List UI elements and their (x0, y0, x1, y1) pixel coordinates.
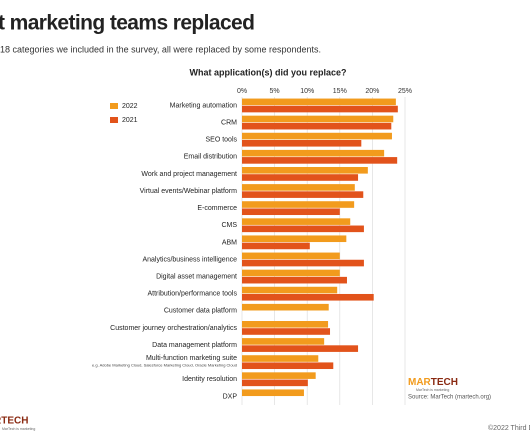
bar (242, 235, 347, 243)
bar (242, 157, 398, 164)
bar (242, 139, 362, 147)
category-label: DXP (223, 393, 238, 400)
category-label: Customer journey orchestration/analytics (110, 325, 237, 332)
legend-swatch (110, 117, 118, 123)
x-tick-label: 15% (333, 88, 347, 95)
bar (242, 167, 368, 174)
bar (242, 174, 359, 181)
x-tick-label: 10% (300, 88, 314, 95)
bar (242, 184, 355, 191)
logo: MARTECH (408, 377, 458, 388)
bar (242, 122, 392, 130)
bar (242, 355, 319, 362)
bar (242, 242, 310, 250)
legend-label: 2022 (122, 103, 138, 110)
bar (242, 218, 351, 225)
logo-part: TECH (431, 377, 458, 388)
bar (242, 105, 398, 113)
category-label: CMS (221, 222, 237, 229)
copyright: ©2022 Third D (488, 424, 530, 432)
source: Source: MarTech (martech.org) (408, 395, 491, 401)
footer-logo: RTECH (0, 416, 28, 427)
bar (242, 338, 325, 345)
category-label: CRM (221, 120, 237, 127)
page-title: t marketing teams replaced (0, 12, 254, 35)
bar (242, 293, 374, 301)
bar (242, 321, 329, 328)
bar (242, 191, 364, 198)
category-label: Attribution/performance tools (148, 291, 238, 298)
legend-swatch (110, 103, 118, 109)
logo-part: MAR (408, 377, 432, 388)
page-subtitle: 18 categories we included in the survey,… (0, 44, 321, 54)
category-label: SEO tools (205, 137, 237, 144)
x-tick-label: 25% (398, 88, 412, 95)
category-label: Marketing automation (170, 102, 237, 109)
bar (242, 345, 359, 352)
category-label: Data management platform (152, 342, 237, 349)
bar (242, 328, 331, 335)
bar (242, 269, 340, 277)
bar (242, 259, 364, 267)
category-label: Customer data platform (164, 308, 237, 315)
chart-title: What application(s) did you replace? (189, 67, 346, 77)
legend-label: 2021 (122, 117, 138, 124)
bar (242, 286, 338, 294)
bar (242, 208, 340, 216)
x-tick-label: 0% (237, 88, 247, 95)
x-tick-label: 20% (365, 88, 379, 95)
bar (242, 379, 308, 387)
x-tick-label: 5% (270, 88, 280, 95)
category-label: Digital asset management (156, 274, 237, 281)
bar (242, 98, 396, 106)
bar (242, 303, 329, 311)
bar (242, 362, 334, 370)
bar (242, 276, 347, 284)
category-label: Work and project management (141, 171, 237, 178)
category-note: e.g. Adobe Marketing Cloud, Salesforce M… (92, 362, 237, 367)
bar (242, 132, 392, 140)
category-label: E-commerce (197, 205, 237, 212)
category-label: ABM (222, 239, 237, 246)
bar (242, 389, 304, 397)
category-label: Virtual events/Webinar platform (140, 188, 238, 195)
bar (242, 225, 364, 233)
category-label: Identity resolution (182, 376, 237, 383)
category-label: Analytics/business intelligence (142, 256, 237, 263)
bar (242, 149, 385, 157)
bar (242, 372, 316, 379)
footer-tagline: MarTech is marketing (2, 427, 35, 431)
logo-tagline: MarTech is marketing (416, 388, 449, 392)
category-label: Multi-function marketing suite (146, 355, 237, 362)
category-label: Email distribution (184, 154, 237, 161)
bar (242, 115, 394, 123)
bar (242, 201, 355, 208)
bar (242, 252, 340, 260)
